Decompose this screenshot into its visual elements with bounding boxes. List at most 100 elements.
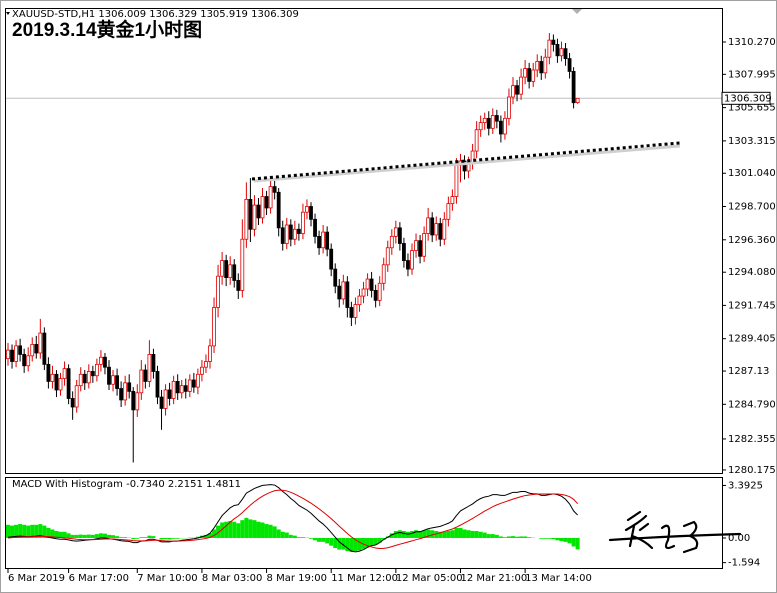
histogram-bar <box>478 531 483 538</box>
histogram-bar <box>276 529 281 538</box>
trendline-shadow <box>253 144 681 183</box>
candle-body <box>377 282 382 301</box>
candle-body <box>426 217 431 234</box>
symbol: XAUUSD-STD,H1 <box>12 9 95 20</box>
histogram-bar <box>163 537 168 540</box>
histogram-bar <box>498 536 503 538</box>
candle-body <box>337 285 342 300</box>
x-tick-label: 12 Mar 21:00 <box>460 573 527 584</box>
histogram-bar <box>381 537 386 540</box>
histogram-bar <box>175 537 180 539</box>
histogram-bar <box>58 531 63 538</box>
candle-body <box>244 199 249 240</box>
histogram-bar <box>519 536 524 538</box>
y-tick-label: 1298.700 <box>728 202 776 213</box>
histogram-bar <box>74 534 79 538</box>
histogram-bar <box>454 527 459 538</box>
candle-body <box>563 48 568 60</box>
y-tick-label: 1289.405 <box>728 334 776 345</box>
candle-body <box>70 398 75 408</box>
candle-body <box>22 354 27 367</box>
histogram-bar <box>430 530 435 538</box>
histogram-bar <box>389 533 394 538</box>
histogram-bar <box>228 520 233 538</box>
candle-body <box>555 44 560 57</box>
candle-body <box>179 385 184 394</box>
candle-body <box>34 344 39 354</box>
histogram-bar <box>54 531 59 538</box>
y-tick-label: 1296.360 <box>728 235 776 246</box>
candle-body <box>434 223 439 236</box>
candle-body <box>446 203 451 220</box>
histogram-bar <box>30 524 35 538</box>
candle-body <box>216 275 220 308</box>
histogram-bar <box>515 536 520 538</box>
macd-title: MACD With Histogram -0.7340 2.2151 1.481… <box>12 479 241 490</box>
y-tick-label: 1305.655 <box>728 103 776 114</box>
histogram-bar <box>313 537 318 541</box>
candle-body <box>474 129 479 152</box>
candle-body <box>442 218 447 240</box>
histogram-bar <box>506 536 511 538</box>
histogram-bar <box>248 519 253 538</box>
candle-body <box>127 382 132 392</box>
candle-body <box>341 281 346 300</box>
histogram-bar <box>208 533 212 538</box>
candle-body <box>46 363 51 382</box>
histogram-bar <box>397 530 402 538</box>
candle-body <box>18 345 23 355</box>
histogram-bar <box>240 520 245 538</box>
candle-body <box>163 389 168 409</box>
histogram-bar <box>62 531 67 538</box>
histogram-bar <box>147 535 152 538</box>
histogram-bar <box>345 537 350 552</box>
candle-body <box>309 206 313 220</box>
candle-body <box>280 227 285 244</box>
candle-body <box>507 96 511 119</box>
candle-body <box>107 366 111 385</box>
histogram-bar <box>115 536 120 538</box>
histogram-bar <box>139 537 144 538</box>
candle-body <box>200 366 204 375</box>
y-tick-label: 1291.745 <box>728 300 776 311</box>
candle-body <box>220 260 225 277</box>
price-label-box <box>721 91 771 105</box>
candle-body <box>236 280 241 291</box>
x-tick-label: 12 Mar 05:00 <box>396 573 463 584</box>
histogram-bar <box>264 524 269 538</box>
histogram-bar <box>78 534 83 538</box>
histogram-bar <box>123 537 128 538</box>
candle-body <box>547 39 552 58</box>
candle-body <box>90 371 95 377</box>
candle-body <box>240 238 245 291</box>
histogram-bar <box>232 521 237 538</box>
candle-body <box>86 371 91 384</box>
histogram-bar <box>571 537 576 547</box>
candle-body <box>288 224 293 240</box>
histogram-bar <box>268 524 273 538</box>
candle-body <box>26 355 31 367</box>
candle-body <box>325 231 330 250</box>
histogram-bar <box>94 534 99 538</box>
candle-body <box>42 332 47 365</box>
histogram-bar <box>434 531 439 538</box>
candle-body <box>389 235 394 249</box>
histogram-bar <box>482 532 487 538</box>
histogram-bar <box>309 537 313 539</box>
histogram-bar <box>288 534 293 538</box>
histogram-bar <box>539 537 544 539</box>
candle-body <box>438 223 443 240</box>
histogram-bar <box>98 533 103 538</box>
x-tick-label: 8 Mar 03:00 <box>202 573 262 584</box>
ohlc-close: 1306.309 <box>251 9 299 20</box>
candle-body <box>519 76 523 95</box>
symbol-header: XAUUSD-STD,H1 1306.009 1306.329 1305.919… <box>12 9 299 20</box>
histogram-bar <box>422 530 427 538</box>
histogram-bar <box>131 537 136 540</box>
histogram-bar <box>216 525 221 538</box>
histogram-bar <box>151 536 156 538</box>
histogram-bar <box>203 534 208 538</box>
shift-marker <box>572 9 582 14</box>
candle-body <box>527 68 532 82</box>
